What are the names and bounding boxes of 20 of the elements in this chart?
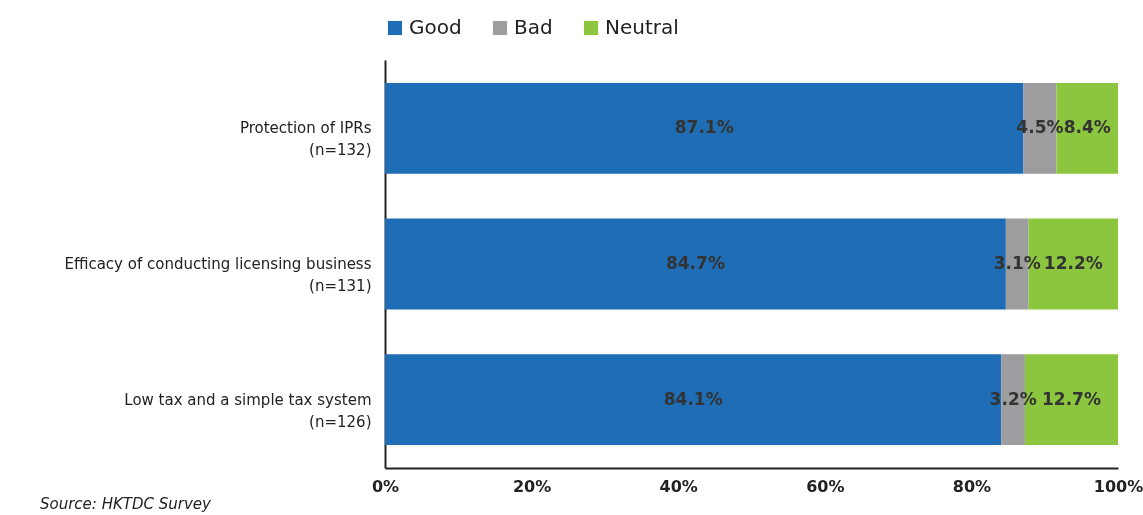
text: 8.4% [1063, 117, 1111, 138]
x-tick-label: 80% [952, 476, 992, 496]
x-tick-label: 60% [806, 476, 845, 496]
x-tick-label: 0% [371, 476, 400, 496]
text: 12.7% [1041, 388, 1101, 409]
y-tick-label: Protection of IPRs (n=132) [239, 119, 372, 160]
legend-label: Neutral [605, 15, 679, 39]
text: 84.7% [665, 253, 725, 273]
text: 12.2% [1043, 253, 1103, 273]
y-tick-label: Low tax and a simple tax system (n=126) [124, 390, 372, 431]
source-note: Source: HKTDC Survey [40, 495, 211, 513]
x-tick-label: 40% [659, 476, 698, 496]
text: 3.1% [993, 253, 1041, 273]
text: 84.1% [663, 388, 723, 409]
text: 87.1% [674, 117, 734, 138]
x-tick-label: 20% [512, 476, 552, 496]
legend-label: Good [409, 15, 462, 39]
y-tick-label: Efficacy of conducting licensing business (n=131) [64, 255, 372, 295]
x-tick-label: 100% [1093, 476, 1143, 496]
legend-label: Bad [514, 15, 553, 39]
